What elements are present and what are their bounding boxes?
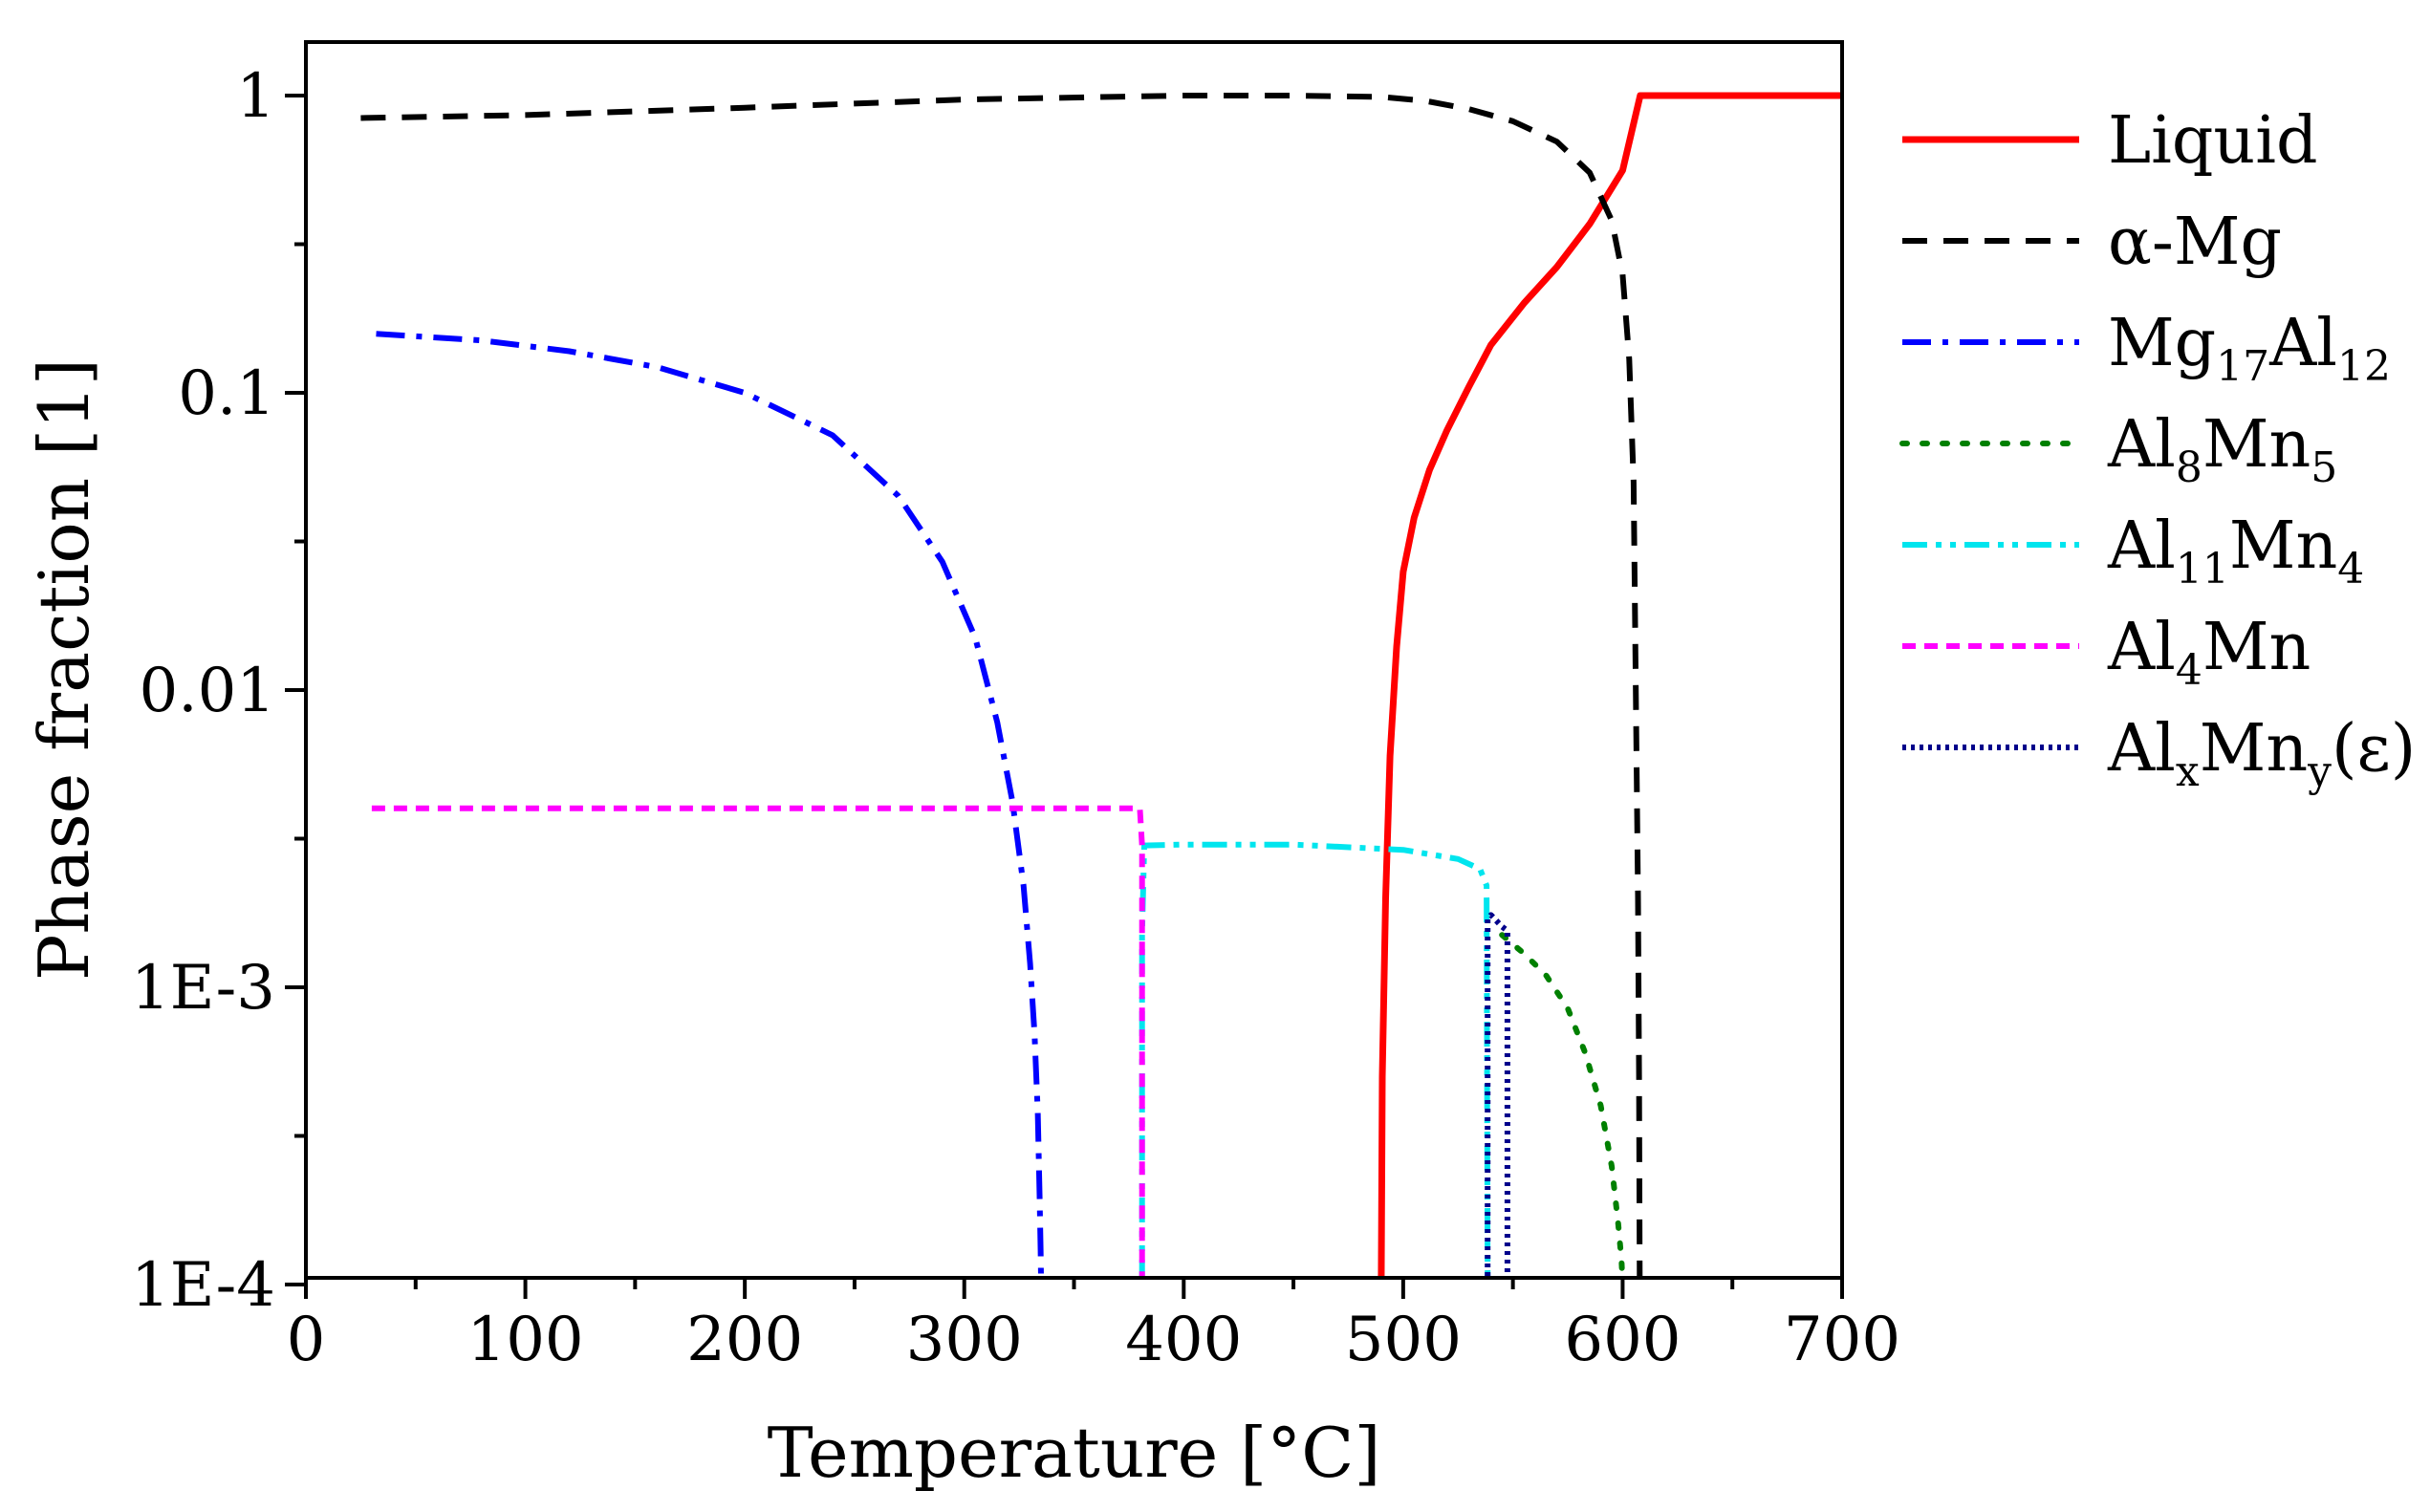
series-line-al8mn5	[1499, 932, 1626, 1278]
series-line-alxmny-	[1485, 912, 1510, 1278]
x-tick-label: 300	[906, 1305, 1023, 1375]
legend-label: α-Mg	[2108, 205, 2282, 280]
axes	[304, 40, 1844, 1280]
y-tick-label: 0.1	[178, 358, 275, 429]
legend-label: Liquid	[2108, 103, 2318, 179]
x-tick-label: 600	[1564, 1305, 1681, 1375]
x-tick-label: 200	[686, 1305, 803, 1375]
y-axis-title: Phase fraction [1]	[24, 358, 104, 981]
series-line-liquid	[1378, 92, 1842, 1278]
ticks: 0 100 200 300 400 500 600 700 1E-4 1E-3 0.01 0.1 1	[131, 61, 1900, 1375]
x-tick-label: 0	[287, 1305, 326, 1375]
x-tick-label: 100	[466, 1305, 583, 1375]
legend-label: Al8Mn5	[2107, 407, 2337, 492]
legend-label: Al11Mn4	[2107, 508, 2364, 594]
series-line-mg17al12	[376, 331, 1045, 1278]
legend-label: Mg17Al12	[2108, 306, 2391, 391]
x-axis-title: Temperature [°C]	[768, 1413, 1381, 1493]
series-layer	[360, 92, 1842, 1278]
x-tick-label: 400	[1125, 1305, 1242, 1375]
x-tick-label: 700	[1784, 1305, 1900, 1375]
plot-frame	[304, 40, 1844, 1280]
series-line--mg	[360, 93, 1643, 1278]
y-tick-label: 1	[236, 61, 275, 132]
x-tick-label: 500	[1345, 1305, 1462, 1375]
y-tick-label: 1E-4	[131, 1250, 275, 1321]
series-line-al11mn4	[1139, 841, 1491, 1278]
legend-label: AlxMny(ε)	[2107, 711, 2416, 796]
legend-label: Al4Mn	[2107, 610, 2311, 695]
legend: Liquid α-Mg Mg17Al12 Al8Mn5 Al11Mn4 Al4Mn AlxM…	[1899, 103, 2416, 796]
series-line-al4mn	[371, 805, 1145, 1278]
y-tick-label: 0.01	[140, 656, 276, 726]
y-tick-label: 1E-3	[131, 953, 275, 1024]
